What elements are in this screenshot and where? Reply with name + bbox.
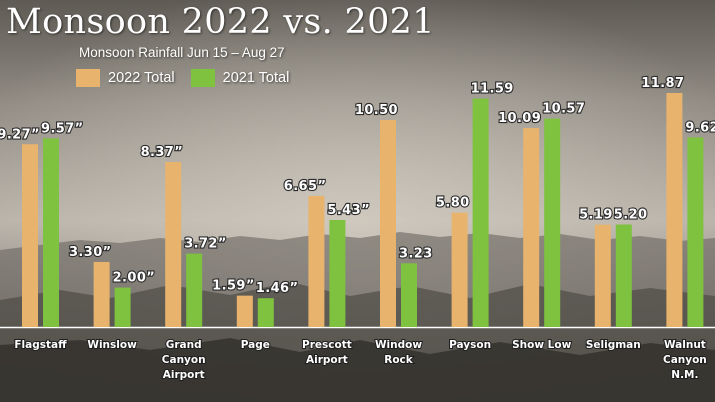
bar-2021-8 <box>615 224 632 327</box>
chart-title: Monsoon 2022 vs. 2021 <box>6 2 435 42</box>
value-label-2022-6: 5.80 <box>436 196 470 211</box>
value-label-2021-1: 2.00” <box>113 271 156 286</box>
value-label-2022-5: 10.50 <box>355 103 398 118</box>
bar-2021-2 <box>186 253 203 327</box>
bar-2021-4 <box>329 219 346 327</box>
bar-2021-5 <box>401 263 417 327</box>
category-label-4: Prescott Airport <box>302 339 352 366</box>
bar-2021-3 <box>257 298 274 327</box>
bar-2022-8 <box>594 224 611 327</box>
bar-2021-1 <box>114 287 131 327</box>
value-label-2021-9: 9.62 <box>685 120 715 135</box>
value-label-2021-0: 9.57” <box>41 121 84 136</box>
legend-label-2022: 2022 Total <box>108 70 175 86</box>
value-label-2021-7: 10.57 <box>542 102 585 117</box>
bar-2022-6 <box>451 212 468 327</box>
category-label-0: Flagstaff <box>14 339 67 351</box>
value-label-2021-5: 3.23 <box>399 246 433 261</box>
value-label-2022-0: 9.27” <box>0 127 40 142</box>
bar-2022-2 <box>165 161 182 327</box>
value-label-2022-8: 5.19 <box>579 208 613 223</box>
bar-2022-5 <box>380 120 396 327</box>
value-label-2022-1: 3.30” <box>69 245 112 260</box>
bar-2022-0 <box>22 144 38 327</box>
category-label-1: Winslow <box>87 339 137 351</box>
bar-2021-6 <box>472 98 489 327</box>
category-label-9: Walnut Canyon N.M. <box>663 339 707 381</box>
bar-2022-4 <box>308 195 325 327</box>
category-label-5: Window Rock <box>375 339 422 366</box>
bar-2022-1 <box>93 261 110 327</box>
value-label-2022-4: 6.65” <box>284 179 327 194</box>
bar-2021-7 <box>544 118 561 328</box>
category-label-7: Show Low <box>512 339 572 351</box>
legend-item-2022: 2022 Total <box>76 69 175 87</box>
bar-2021-9 <box>687 137 704 327</box>
legend: 2022 Total 2021 Total <box>76 69 305 87</box>
legend-label-2021: 2021 Total <box>222 70 290 86</box>
bar-2022-3 <box>236 295 253 327</box>
value-label-2021-3: 1.46” <box>256 281 299 296</box>
bar-2021-0 <box>43 138 59 327</box>
value-label-2022-3: 1.59” <box>212 279 255 294</box>
legend-swatch-2022 <box>76 69 100 87</box>
category-label-8: Seligman <box>586 339 641 351</box>
legend-item-2021: 2021 Total <box>190 69 290 87</box>
category-label-2: Grand Canyon Airport <box>162 339 206 381</box>
bar-2022-9 <box>666 93 683 327</box>
value-label-2022-2: 8.37” <box>141 145 184 160</box>
bar-2022-7 <box>523 128 540 327</box>
legend-swatch-2021 <box>190 69 215 87</box>
value-label-2022-7: 10.09 <box>498 111 541 126</box>
category-label-3: Page <box>241 339 270 351</box>
value-label-2021-6: 11.59 <box>471 82 514 97</box>
value-label-2021-4: 5.43” <box>327 203 370 218</box>
value-label-2021-2: 3.72” <box>184 237 227 252</box>
category-label-6: Payson <box>449 339 491 351</box>
chart-subtitle: Monsoon Rainfall Jun 15 – Aug 27 <box>79 45 285 60</box>
value-label-2021-8: 5.20 <box>614 207 648 222</box>
value-label-2022-9: 11.87 <box>641 76 684 91</box>
